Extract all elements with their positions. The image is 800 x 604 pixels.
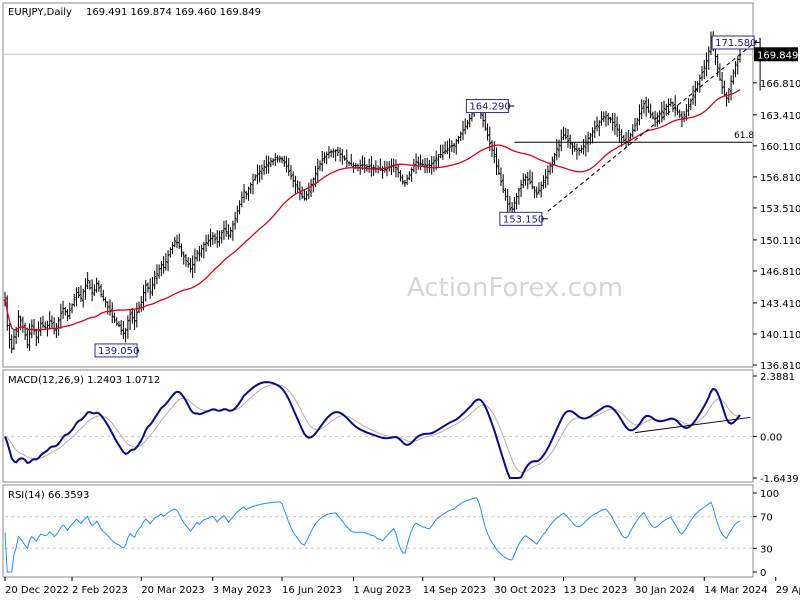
price-annotation-label: 171.580 (715, 38, 756, 49)
rsi-y-tick-label: 70 (760, 513, 773, 524)
x-tick-label: 16 Jun 2023 (282, 585, 342, 596)
x-tick-label: 1 Aug 2023 (354, 585, 412, 596)
price-annotation-label: 153.150 (503, 214, 544, 225)
price-annotation-label: 164.290 (469, 102, 510, 113)
y-tick-label: 140.110 (760, 330, 800, 341)
macd-signal-line (4, 384, 741, 473)
annotations: 171.580 164.290 153.150 139.050 61.8 (94, 35, 761, 358)
x-tick-label: 3 May 2023 (213, 585, 272, 596)
trend-channel-line (547, 37, 761, 212)
price-panel-frame (2, 2, 754, 368)
y-tick-label: 163.410 (760, 111, 800, 122)
axes: 169.849 166.810 163.410 160.110 156.810 153.5… (4, 47, 800, 596)
x-tick-label: 2 Feb 2023 (72, 585, 128, 596)
rsi-y-tick-label: 0 (760, 568, 766, 579)
ohlc-readout: 169.491 169.874 169.460 169.849 (86, 7, 261, 18)
rsi-title: RSI(14) 66.3593 (8, 490, 89, 501)
macd-line (4, 381, 741, 479)
y-tick-label: 166.810 (760, 79, 800, 90)
x-tick-label: 29 Apr 2024 (776, 585, 800, 596)
x-tick-label: 13 Dec 2023 (564, 585, 628, 596)
y-tick-label: 153.510 (760, 204, 800, 215)
macd-title: MACD(12,26,9) 1.2403 1.0712 (8, 375, 160, 386)
rsi-panel-frame (2, 484, 754, 578)
candle-series (3, 31, 742, 353)
macd-trendline (634, 416, 751, 434)
watermark: ActionForex.com (407, 273, 623, 303)
fib-618-label: 61.8 (734, 131, 754, 141)
x-tick-label: 20 Dec 2022 (5, 585, 69, 596)
y-tick-label: 136.810 (760, 361, 800, 372)
macd-y-tick-label: 0.00 (760, 432, 782, 443)
last-price-tag (754, 47, 798, 62)
y-tick-label: 143.410 (760, 299, 800, 310)
indicator-lines (4, 89, 751, 573)
x-tick-label: 30 Oct 2023 (494, 585, 556, 596)
y-tick-label: 150.110 (760, 236, 800, 247)
macd-y-tick-label: 2.3881 (760, 372, 795, 383)
macd-panel-frame (2, 369, 754, 483)
rsi-y-tick-label: 30 (760, 544, 773, 555)
x-tick-label: 14 Sep 2023 (423, 585, 486, 596)
last-price-label: 169.849 (757, 50, 798, 61)
x-tick-label: 20 Mar 2023 (141, 585, 204, 596)
y-tick-label: 146.810 (760, 267, 800, 278)
price-annotation-label: 139.050 (98, 346, 139, 357)
rsi-y-tick-label: 100 (760, 489, 779, 500)
chart-title: EURJPY,Daily (8, 7, 72, 18)
moving-average-line (4, 89, 741, 331)
y-tick-label: 160.110 (760, 142, 800, 153)
x-tick-label: 30 Jan 2024 (635, 585, 695, 596)
y-tick-label: 156.810 (760, 173, 800, 184)
rsi-line (4, 497, 741, 573)
x-tick-label: 14 Mar 2024 (704, 585, 767, 596)
macd-y-tick-label: -1.6439 (760, 474, 799, 485)
